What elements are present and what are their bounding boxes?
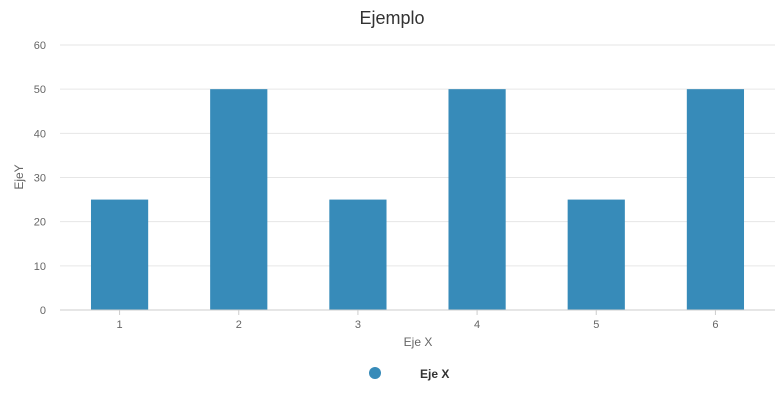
chart-title: Ejemplo [359,8,424,28]
x-axis-ticks: 1 2 3 4 5 6 [117,310,718,331]
x-tick-label: 2 [236,319,242,331]
legend-label: Eje X [420,367,449,381]
x-tick-label: 4 [474,319,480,331]
y-axis-ticks: 0 10 20 30 40 50 60 [34,40,46,317]
x-tick-label: 1 [117,319,123,331]
y-tick-label: 20 [34,217,46,229]
y-tick-label: 10 [34,261,46,273]
legend[interactable]: Eje X [369,367,449,381]
y-tick-label: 30 [34,173,46,185]
y-tick-label: 40 [34,128,46,140]
bar [90,199,149,310]
bar [448,89,506,311]
bar [329,199,387,310]
bar [686,89,745,311]
x-tick-label: 5 [593,319,599,331]
x-axis-label: Eje X [404,335,433,349]
legend-marker-icon [369,367,381,379]
y-tick-label: 60 [34,40,46,52]
bar [210,89,268,311]
y-tick-label: 0 [40,305,46,317]
y-axis-label: EjeY [12,164,26,189]
bars [90,89,745,311]
x-tick-label: 6 [712,319,718,331]
bar [567,199,625,310]
x-tick-label: 3 [355,319,361,331]
y-tick-label: 50 [34,84,46,96]
gridlines [60,44,775,267]
